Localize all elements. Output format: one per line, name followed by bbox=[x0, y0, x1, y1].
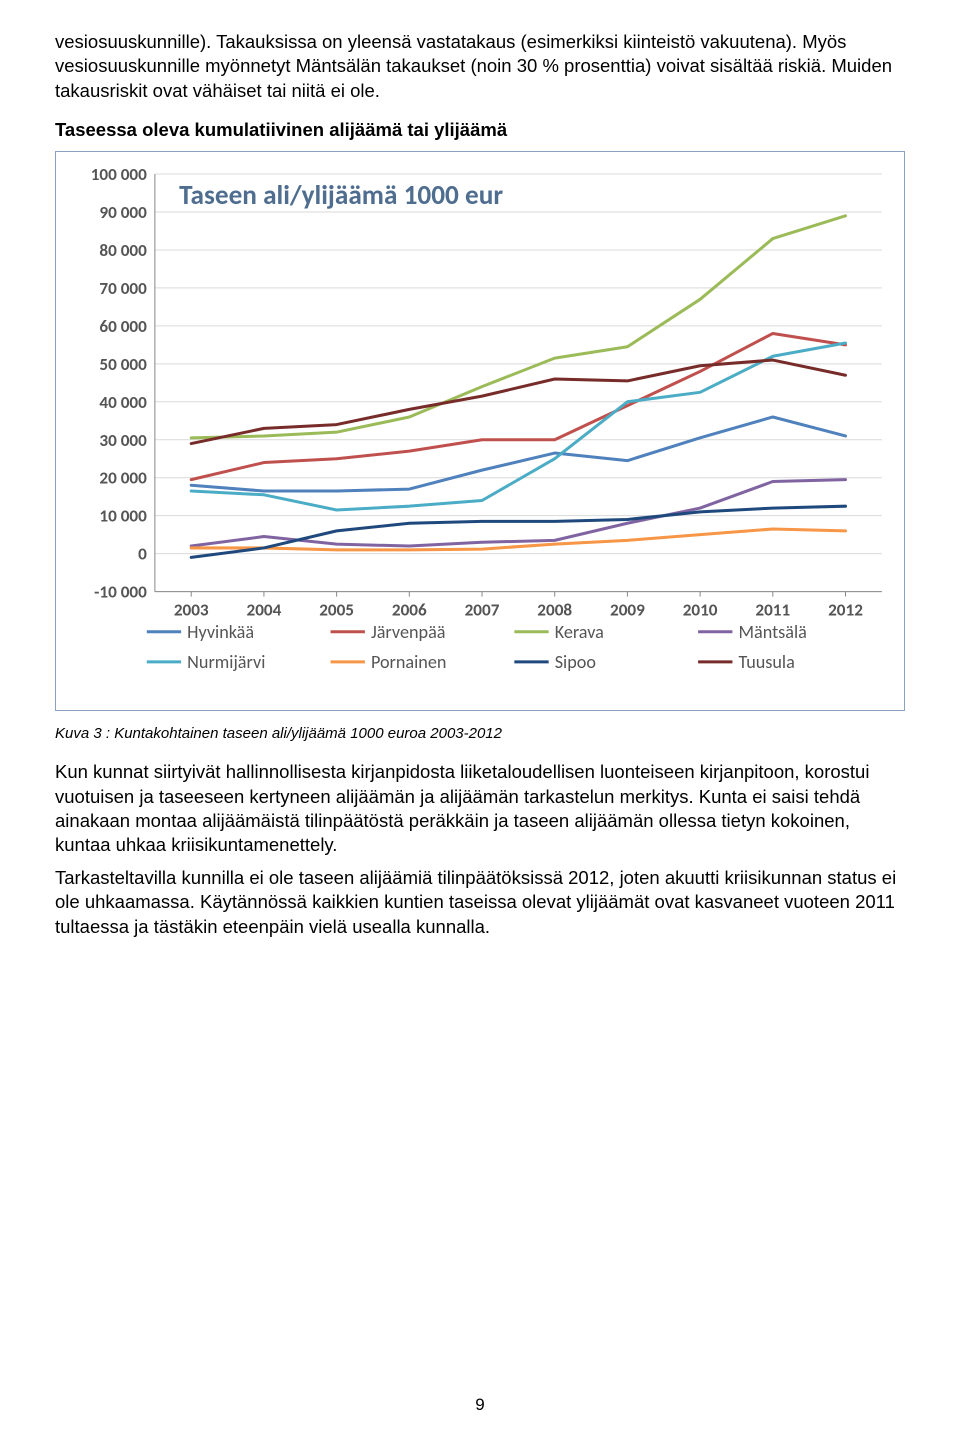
page-number: 9 bbox=[0, 1395, 960, 1415]
paragraph-1: vesiosuuskunnille). Takauksissa on yleen… bbox=[55, 30, 905, 103]
svg-text:30 000: 30 000 bbox=[99, 430, 147, 451]
svg-text:40 000: 40 000 bbox=[99, 392, 147, 413]
chart-heading: Taseessa oleva kumulatiivinen alijäämä t… bbox=[55, 119, 905, 141]
svg-text:Mäntsälä: Mäntsälä bbox=[738, 621, 806, 643]
svg-text:Nurmijärvi: Nurmijärvi bbox=[187, 651, 265, 673]
paragraph-3: Tarkasteltavilla kunnilla ei ole taseen … bbox=[55, 866, 905, 939]
svg-text:2010: 2010 bbox=[683, 600, 718, 621]
svg-text:80 000: 80 000 bbox=[99, 240, 147, 261]
svg-text:Pornainen: Pornainen bbox=[371, 651, 446, 673]
svg-text:10 000: 10 000 bbox=[99, 506, 147, 527]
svg-text:0: 0 bbox=[138, 544, 147, 565]
svg-text:2007: 2007 bbox=[465, 600, 500, 621]
line-chart: Taseen ali/ylijäämä 1000 eur -10 000 0 10 0… bbox=[64, 160, 896, 702]
svg-text:100 000: 100 000 bbox=[91, 164, 147, 185]
svg-text:2012: 2012 bbox=[828, 600, 863, 621]
svg-text:70 000: 70 000 bbox=[99, 278, 147, 299]
svg-text:Kerava: Kerava bbox=[555, 621, 604, 643]
svg-text:Järvenpää: Järvenpää bbox=[371, 621, 446, 643]
svg-text:20 000: 20 000 bbox=[99, 468, 147, 489]
paragraph-2: Kun kunnat siirtyivät hallinnollisesta k… bbox=[55, 760, 905, 858]
svg-text:2004: 2004 bbox=[247, 600, 282, 621]
svg-text:2008: 2008 bbox=[537, 600, 572, 621]
svg-text:-10 000: -10 000 bbox=[94, 582, 147, 603]
svg-text:Taseen ali/ylijäämä 1000 eur: Taseen ali/ylijäämä 1000 eur bbox=[179, 179, 503, 212]
svg-text:Tuusula: Tuusula bbox=[738, 651, 794, 673]
svg-text:2003: 2003 bbox=[174, 600, 209, 621]
svg-text:2009: 2009 bbox=[610, 600, 645, 621]
svg-text:2006: 2006 bbox=[392, 600, 427, 621]
svg-text:50 000: 50 000 bbox=[99, 354, 147, 375]
svg-text:2011: 2011 bbox=[755, 600, 790, 621]
svg-text:Sipoo: Sipoo bbox=[555, 651, 596, 673]
svg-text:90 000: 90 000 bbox=[99, 202, 147, 223]
svg-text:Hyvinkää: Hyvinkää bbox=[187, 621, 254, 643]
chart-caption: Kuva 3 : Kuntakohtainen taseen ali/ylijä… bbox=[55, 725, 905, 742]
chart-container: Taseen ali/ylijäämä 1000 eur -10 000 0 10 0… bbox=[55, 151, 905, 711]
svg-text:60 000: 60 000 bbox=[99, 316, 147, 337]
svg-text:2005: 2005 bbox=[319, 600, 354, 621]
page: vesiosuuskunnille). Takauksissa on yleen… bbox=[0, 0, 960, 1435]
